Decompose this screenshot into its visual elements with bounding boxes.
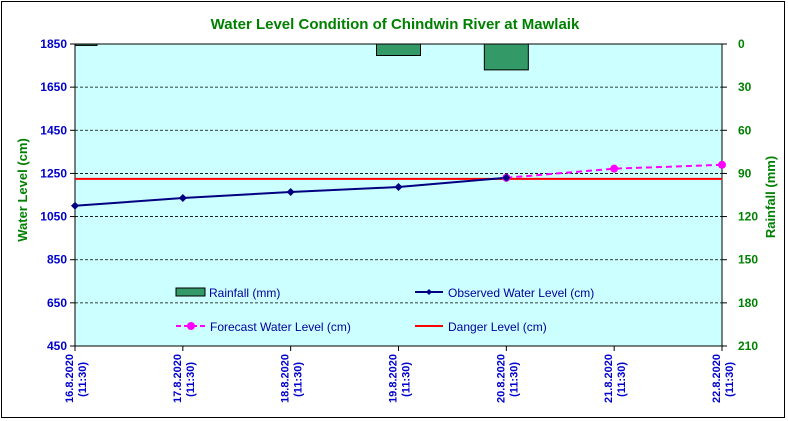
x-tick-date: 18.8.2020 [280,354,292,403]
x-tick-time: (11:30) [77,362,89,397]
x-tick-time: (11:30) [724,362,736,397]
left-tick-label: 1650 [40,80,67,94]
x-tick-label: 18.8.2020 (11:30) [280,354,305,403]
forecast-point [718,160,726,169]
legend-marker-observed [426,289,432,295]
legend: Rainfall (mm) Observed Water Level (cm) … [175,286,594,334]
right-tick-label: 150 [738,253,758,267]
left-tick-label: 650 [47,296,67,310]
rainfall-bar [483,43,529,71]
forecast-point [610,164,619,173]
x-tick-date: 16.8.2020 [64,354,76,403]
right-tick-label: 0 [738,37,745,51]
plot-background [74,43,723,347]
rainfall-bar [74,43,98,46]
left-tick-label: 450 [47,339,67,353]
observed-point [394,183,403,192]
forecast-line [506,163,723,179]
left-tick-label: 850 [47,253,67,267]
x-tick-date: 19.8.2020 [388,354,400,403]
x-tick-date: 20.8.2020 [495,354,507,403]
x-tick-time: (11:30) [293,362,305,397]
legend-label-rainfall: Rainfall (mm) [209,286,280,300]
right-axis-title: Rainfall (mm) [763,156,778,238]
legend-label-forecast: Forecast Water Level (cm) [210,320,351,334]
legend-label-observed: Observed Water Level (cm) [448,286,594,300]
legend-item-rainfall: Rainfall (mm) [175,286,280,300]
legend-item-observed: Observed Water Level (cm) [415,286,594,300]
rainfall-bar [376,43,421,57]
plot-area [71,43,726,347]
left-tick-label: 1050 [40,210,67,224]
left-tick-label: 1250 [40,166,67,180]
right-tick-label: 180 [738,296,758,310]
legend-item-danger: Danger Level (cm) [415,320,547,334]
legend-item-forecast: Forecast Water Level (cm) [176,320,351,334]
right-tick-label: 90 [738,166,752,180]
right-axis: 0 30 60 90 120 150 180 210 [722,37,758,353]
x-tick-label: 21.8.2020 (11:30) [603,354,628,403]
x-tick-label: 16.8.2020 (11:30) [64,354,89,403]
observed-point [178,194,187,203]
x-tick-date: 22.8.2020 [711,354,723,403]
left-axis: 450 650 850 1050 1250 1450 1650 1850 [40,37,75,353]
x-tick-date: 17.8.2020 [172,354,184,403]
x-axis: 16.8.2020 (11:30) 17.8.2020 (11:30) 18.8.202… [64,346,736,403]
x-tick-date: 21.8.2020 [603,354,615,403]
left-tick-label: 1450 [40,123,67,137]
x-tick-label: 19.8.2020 (11:30) [388,354,413,403]
x-tick-time: (11:30) [185,362,197,397]
legend-swatch-rainfall [175,287,206,297]
x-tick-label: 17.8.2020 (11:30) [172,354,197,403]
observed-point [502,173,511,182]
right-tick-label: 210 [738,339,758,353]
right-tick-label: 60 [738,123,752,137]
observed-point [71,201,79,210]
chart-title: Water Level Condition of Chindwin River … [211,16,580,33]
x-tick-time: (11:30) [401,362,413,397]
right-tick-label: 120 [738,210,758,224]
legend-marker-forecast [187,322,195,330]
left-tick-label: 1850 [40,37,67,51]
x-tick-time: (11:30) [616,362,628,397]
x-tick-time: (11:30) [508,362,520,397]
observed-point [286,187,295,196]
right-tick-label: 30 [738,80,752,94]
legend-label-danger: Danger Level (cm) [448,320,547,334]
x-tick-label: 20.8.2020 (11:30) [495,354,520,403]
left-axis-title: Water Level (cm) [15,138,30,242]
x-tick-label: 22.8.2020 (11:30) [711,354,736,403]
